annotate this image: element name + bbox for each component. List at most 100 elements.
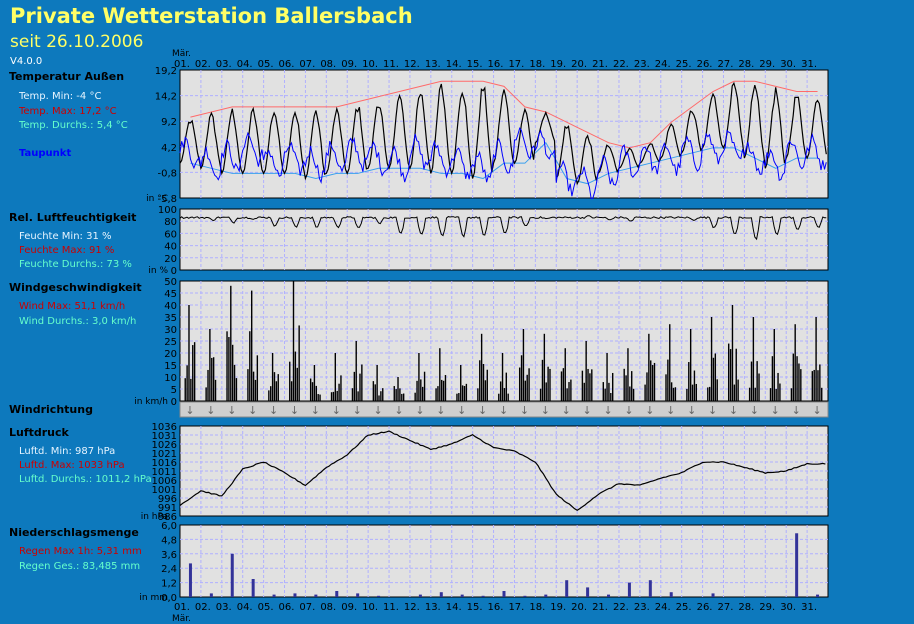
day-label-bottom: 09. xyxy=(341,602,357,613)
month-label-bottom: Mär. xyxy=(172,614,191,624)
rain-bar xyxy=(377,595,381,597)
arrow-down-icon: ↓ xyxy=(374,404,383,417)
arrow-down-icon: ↓ xyxy=(583,404,592,417)
wind-ytick: 25 xyxy=(164,337,177,348)
rain-bar xyxy=(209,593,213,597)
day-label-top: 11. xyxy=(383,59,399,70)
arrow-down-icon: ↓ xyxy=(394,404,403,417)
arrow-down-icon: ↓ xyxy=(436,404,445,417)
rain-bar xyxy=(251,579,255,597)
rain-bar xyxy=(314,594,318,597)
wind-ytick: 15 xyxy=(164,361,177,372)
humidity-ytick: 100 xyxy=(158,205,177,216)
arrow-down-icon: ↓ xyxy=(499,404,508,417)
humidity-title: Rel. Luftfeuchtigkeit xyxy=(9,211,137,224)
day-label-top: 28. xyxy=(738,59,754,70)
arrow-down-icon: ↓ xyxy=(708,404,717,417)
arrow-down-icon: ↓ xyxy=(311,404,320,417)
day-label-bottom: 11. xyxy=(383,602,399,613)
version-label: V4.0.0 xyxy=(10,56,43,67)
rain-ytick: 1,2 xyxy=(161,579,177,590)
day-label-top: 18. xyxy=(529,59,545,70)
temperature-title: Temperatur Außen xyxy=(9,70,125,83)
arrow-down-icon: ↓ xyxy=(750,404,759,417)
pressure-unit-label: in hPa xyxy=(141,512,168,522)
arrow-down-icon: ↓ xyxy=(792,404,801,417)
temperature-ytick: 14,2 xyxy=(155,92,177,103)
rain-bar xyxy=(460,594,464,597)
day-label-top: 09. xyxy=(341,59,357,70)
day-label-bottom: 18. xyxy=(529,602,545,613)
wind-unit-label: in km/h xyxy=(134,397,168,407)
arrow-down-icon: ↓ xyxy=(729,404,738,417)
day-label-bottom: 14. xyxy=(446,602,462,613)
arrow-down-icon: ↓ xyxy=(457,404,466,417)
humidity-ytick: 0 xyxy=(171,266,177,277)
humidity-line xyxy=(179,215,827,241)
arrow-down-icon: ↓ xyxy=(206,404,215,417)
pressure-ytick: 1026 xyxy=(152,440,177,451)
pressure-ytick: 1011 xyxy=(152,467,177,478)
day-label-bottom: 04. xyxy=(237,602,253,613)
day-label-top: 19. xyxy=(550,59,566,70)
day-label-top: 16. xyxy=(488,59,504,70)
day-label-top: 02. xyxy=(195,59,211,70)
wind-avg-stat: Wind Durchs.: 3,0 km/h xyxy=(19,316,137,327)
day-label-bottom: 02. xyxy=(195,602,211,613)
wind-ytick: 10 xyxy=(164,373,177,384)
temperature-ytick: 4,2 xyxy=(161,143,177,154)
rain-bar xyxy=(439,592,443,597)
arrow-down-icon: ↓ xyxy=(562,404,571,417)
day-label-top: 08. xyxy=(320,59,336,70)
wind-ytick: 30 xyxy=(164,325,177,336)
humidity-min-stat: Feuchte Min: 31 % xyxy=(19,231,112,242)
wind-ytick: 0 xyxy=(171,397,177,408)
humidity-ytick: 60 xyxy=(164,229,177,240)
temperature-ytick: 19,2 xyxy=(155,66,177,77)
day-label-bottom: 12. xyxy=(404,602,420,613)
day-label-bottom: 24. xyxy=(655,602,671,613)
rain-total-stat: Regen Ges.: 83,485 mm xyxy=(19,561,141,572)
rain-bar xyxy=(481,595,485,597)
temperature-line xyxy=(179,81,827,186)
arrow-down-icon: ↓ xyxy=(687,404,696,417)
temp-max-stat: Temp. Max: 17,2 °C xyxy=(19,106,117,117)
rain-bar xyxy=(607,594,611,597)
wind-direction-row xyxy=(179,401,829,418)
day-label-bottom: 08. xyxy=(320,602,336,613)
day-label-top: 24. xyxy=(655,59,671,70)
temp-min-stat: Temp. Min: -4 °C xyxy=(19,91,102,102)
day-label-bottom: 30. xyxy=(780,602,796,613)
day-label-top: 20. xyxy=(571,59,587,70)
day-label-bottom: 01. xyxy=(174,602,190,613)
day-label-top: 25. xyxy=(676,59,692,70)
day-label-bottom: 06. xyxy=(279,602,295,613)
rain-bar xyxy=(544,594,548,597)
rain-bar xyxy=(669,592,673,597)
day-label-bottom: 29. xyxy=(759,602,775,613)
day-label-bottom: 21. xyxy=(592,602,608,613)
day-label-bottom: 27. xyxy=(717,602,733,613)
day-label-top: 23. xyxy=(634,59,650,70)
day-label-bottom: 10. xyxy=(362,602,378,613)
rain-bar xyxy=(795,533,799,597)
arrow-down-icon: ↓ xyxy=(478,404,487,417)
temp-max-line xyxy=(190,80,818,149)
humidity-ytick: 20 xyxy=(164,254,177,265)
rain-bar xyxy=(272,594,276,597)
arrow-down-icon: ↓ xyxy=(269,404,278,417)
rain-bar xyxy=(293,593,297,597)
arrow-down-icon: ↓ xyxy=(290,404,299,417)
rain-title: Niederschlagsmenge xyxy=(9,526,139,539)
page-subtitle: seit 26.10.2006 xyxy=(10,32,144,52)
wind-title: Windgeschwindigkeit xyxy=(9,281,142,294)
arrow-down-icon: ↓ xyxy=(520,404,529,417)
rain-max-stat: Regen Max 1h: 5,31 mm xyxy=(19,546,142,557)
arrow-down-icon: ↓ xyxy=(812,404,821,417)
arrow-down-icon: ↓ xyxy=(353,404,362,417)
rain-bar xyxy=(586,587,590,597)
temperature-ytick: -5,8 xyxy=(157,194,177,205)
day-label-top: 27. xyxy=(717,59,733,70)
day-label-top: 29. xyxy=(759,59,775,70)
wind-ytick: 40 xyxy=(164,301,177,312)
